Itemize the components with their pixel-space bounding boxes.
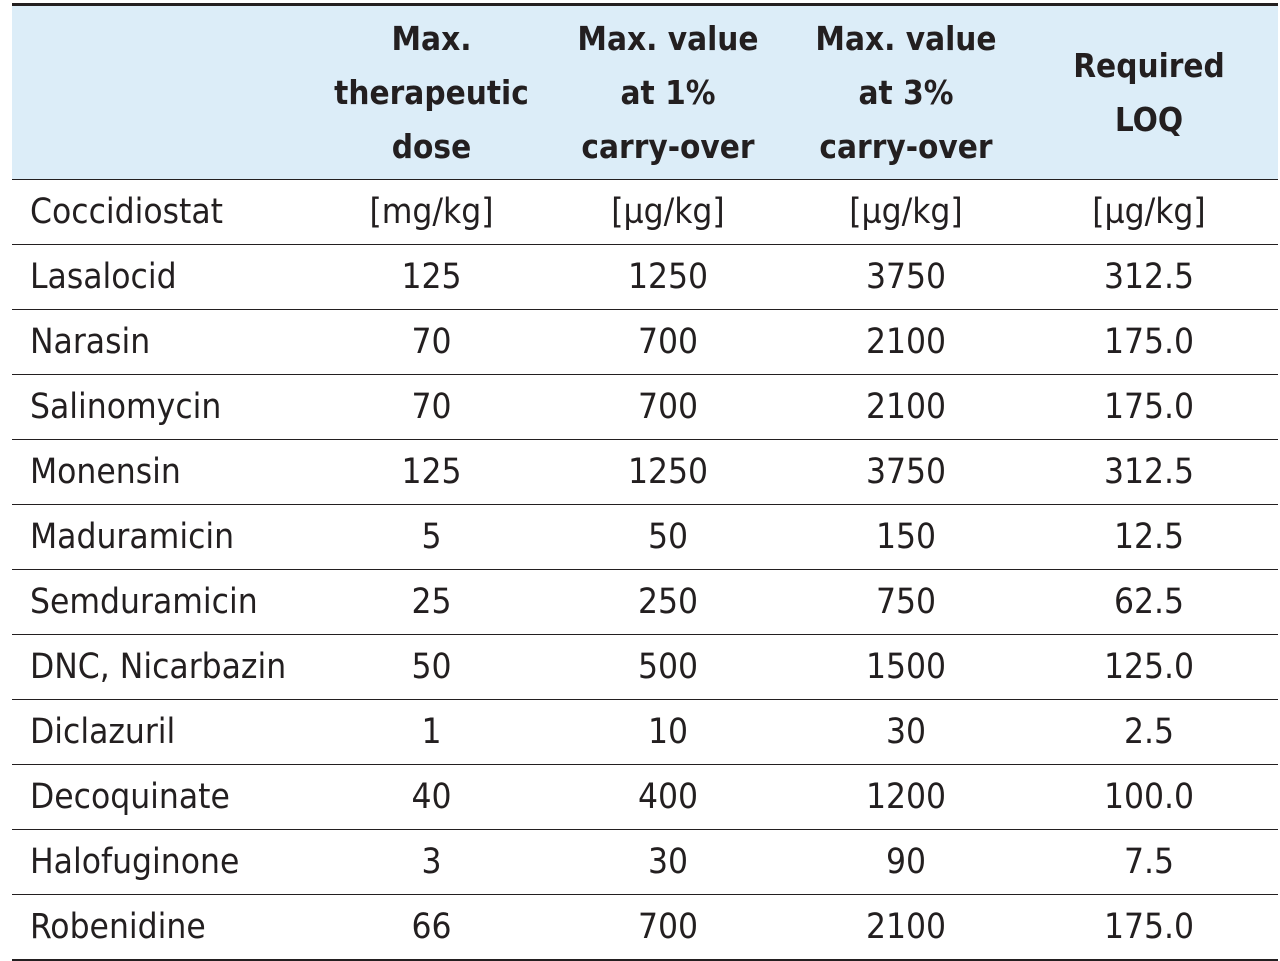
header-max-value-1pct: Max. value at 1% carry-over [544,3,792,180]
value-cell: 90 [792,829,1020,895]
table-row: Salinomycin 70 700 2100 175.0 [12,374,1278,440]
value-cell: 1250 [544,244,792,310]
value-cell: 1250 [544,439,792,505]
value-cell: 312.5 [1020,439,1278,505]
header-line: at 3% [858,72,954,112]
table-header-row: Max. therapeutic dose Max. value at 1% c… [12,3,1278,180]
value-cell: 700 [544,374,792,440]
coccidiostat-name-cell: Monensin [12,439,319,505]
value-cell: 400 [544,764,792,830]
value-cell: 1500 [792,634,1020,700]
value-cell: [µg/kg] [792,179,1020,245]
coccidiostat-name-cell: Lasalocid [12,244,319,310]
coccidiostat-name-cell: Decoquinate [12,764,319,830]
units-row: Coccidiostat [mg/kg] [µg/kg] [µg/kg] [µg/kg] [12,179,1278,245]
value-cell: 7.5 [1020,829,1278,895]
coccidiostat-name-cell: Diclazuril [12,699,319,765]
value-cell: 175.0 [1020,374,1278,440]
value-cell: 2100 [792,309,1020,375]
table-row: Semduramicin 25 250 750 62.5 [12,569,1278,635]
header-line: LOQ [1114,99,1184,139]
table-row: Halofuginone 3 30 90 7.5 [12,829,1278,895]
value-cell: 2100 [792,894,1020,961]
value-cell: 312.5 [1020,244,1278,310]
value-cell: 700 [544,309,792,375]
table-row: Robenidine 66 700 2100 175.0 [12,894,1278,961]
value-cell: [µg/kg] [1020,179,1278,245]
value-cell: 175.0 [1020,309,1278,375]
value-cell: 5 [319,504,544,570]
value-cell: 50 [319,634,544,700]
value-cell: 3 [319,829,544,895]
header-required-loq: Required LOQ [1020,3,1278,180]
value-cell: 25 [319,569,544,635]
value-cell: 1200 [792,764,1020,830]
value-cell: 62.5 [1020,569,1278,635]
table-row: Monensin 125 1250 3750 312.5 [12,439,1278,505]
value-cell: 125 [319,439,544,505]
value-cell: 2100 [792,374,1020,440]
table-row: Maduramicin 5 50 150 12.5 [12,504,1278,570]
table-row: Diclazuril 1 10 30 2.5 [12,699,1278,765]
value-cell: 750 [792,569,1020,635]
header-max-value-3pct: Max. value at 3% carry-over [792,3,1020,180]
value-cell: 3750 [792,244,1020,310]
value-cell: 3750 [792,439,1020,505]
value-cell: 2.5 [1020,699,1278,765]
coccidiostat-name-cell: Robenidine [12,894,319,961]
header-line: Max. value [577,18,759,58]
value-cell: [mg/kg] [319,179,544,245]
value-cell: 10 [544,699,792,765]
value-cell: 125.0 [1020,634,1278,700]
coccidiostat-name-cell: Maduramicin [12,504,319,570]
value-cell: 500 [544,634,792,700]
header-name [12,3,319,180]
coccidiostat-name-cell: Salinomycin [12,374,319,440]
units-label-cell: Coccidiostat [12,179,319,245]
header-line: Required [1073,45,1225,85]
value-cell: 70 [319,309,544,375]
value-cell: 700 [544,894,792,961]
value-cell: 1 [319,699,544,765]
value-cell: 40 [319,764,544,830]
value-cell: [µg/kg] [544,179,792,245]
coccidiostat-table: Max. therapeutic dose Max. value at 1% c… [12,3,1278,961]
value-cell: 66 [319,894,544,961]
value-cell: 12.5 [1020,504,1278,570]
header-line: Max. value [815,18,997,58]
table-row: Lasalocid 125 1250 3750 312.5 [12,244,1278,310]
header-line: carry-over [819,126,993,166]
header-max-therapeutic-dose: Max. therapeutic dose [319,3,544,180]
value-cell: 175.0 [1020,894,1278,961]
value-cell: 150 [792,504,1020,570]
value-cell: 30 [544,829,792,895]
table-row: DNC, Nicarbazin 50 500 1500 125.0 [12,634,1278,700]
coccidiostat-name-cell: Narasin [12,309,319,375]
value-cell: 250 [544,569,792,635]
coccidiostat-name-cell: DNC, Nicarbazin [12,634,319,700]
table-row: Decoquinate 40 400 1200 100.0 [12,764,1278,830]
header-line: Max. [391,18,472,58]
header-line: at 1% [620,72,716,112]
value-cell: 30 [792,699,1020,765]
value-cell: 50 [544,504,792,570]
table-row: Narasin 70 700 2100 175.0 [12,309,1278,375]
value-cell: 100.0 [1020,764,1278,830]
value-cell: 70 [319,374,544,440]
header-line: dose [391,126,472,166]
coccidiostat-name-cell: Halofuginone [12,829,319,895]
coccidiostat-name-cell: Semduramicin [12,569,319,635]
header-line: therapeutic [334,72,529,112]
table-body: Coccidiostat [mg/kg] [µg/kg] [µg/kg] [µg/kg]… [12,179,1278,961]
header-line: carry-over [581,126,755,166]
value-cell: 125 [319,244,544,310]
